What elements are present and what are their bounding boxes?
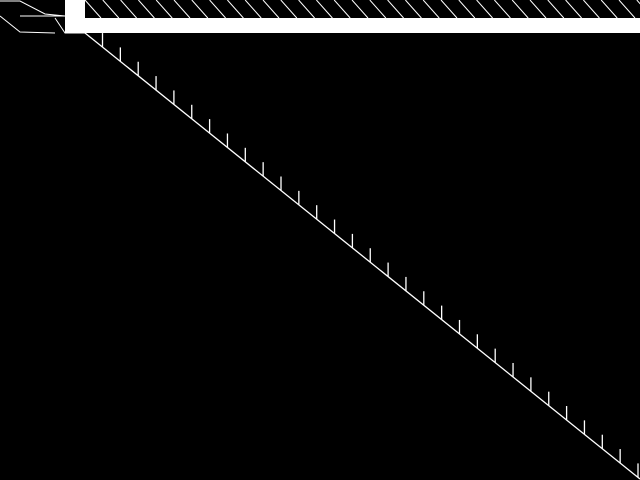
hatch-stroke xyxy=(333,0,351,19)
hatch-stroke xyxy=(476,0,493,19)
hatch-stroke xyxy=(547,0,565,19)
hatch-stroke xyxy=(155,0,173,19)
hatch-stroke xyxy=(262,0,280,19)
hatch-stroke xyxy=(422,0,440,19)
hatch-stroke xyxy=(209,0,226,19)
hatch-stroke xyxy=(84,0,102,19)
hatch-stroke xyxy=(511,0,529,19)
hatch-stroke xyxy=(191,0,209,19)
hatch-stroke xyxy=(618,0,636,19)
hatch-stroke xyxy=(565,0,582,19)
hatch-stroke xyxy=(351,0,369,19)
hatch-stroke xyxy=(529,0,547,19)
corner-line-lower xyxy=(0,15,56,34)
corner-line-diagonal xyxy=(54,17,85,34)
hatch-stroke xyxy=(316,0,333,19)
corner-white-block xyxy=(65,0,85,33)
hatch-stroke xyxy=(298,0,315,19)
hatch-stroke xyxy=(600,0,618,19)
hatch-stroke xyxy=(244,0,262,19)
hatch-stroke xyxy=(369,0,387,19)
hatch-stroke xyxy=(138,0,155,19)
hatch-stroke xyxy=(494,0,511,19)
tick-marks xyxy=(101,33,639,478)
top-white-band xyxy=(65,18,640,33)
hatched-top-band xyxy=(84,0,640,19)
main-diagonal-line xyxy=(84,32,640,480)
corner-line-upper xyxy=(0,0,66,17)
hatch-stroke xyxy=(636,0,640,5)
hatch-stroke xyxy=(440,0,458,19)
hatch-stroke xyxy=(387,0,404,19)
hatch-stroke xyxy=(405,0,422,19)
hatch-stroke xyxy=(102,0,120,19)
hatch-stroke xyxy=(173,0,191,19)
hatch-stroke xyxy=(120,0,137,19)
left-corner-lines xyxy=(0,0,85,34)
hatch-stroke xyxy=(227,0,244,19)
hatch-stroke xyxy=(583,0,600,19)
hatch-stroke xyxy=(458,0,476,19)
hatch-stroke xyxy=(280,0,298,19)
